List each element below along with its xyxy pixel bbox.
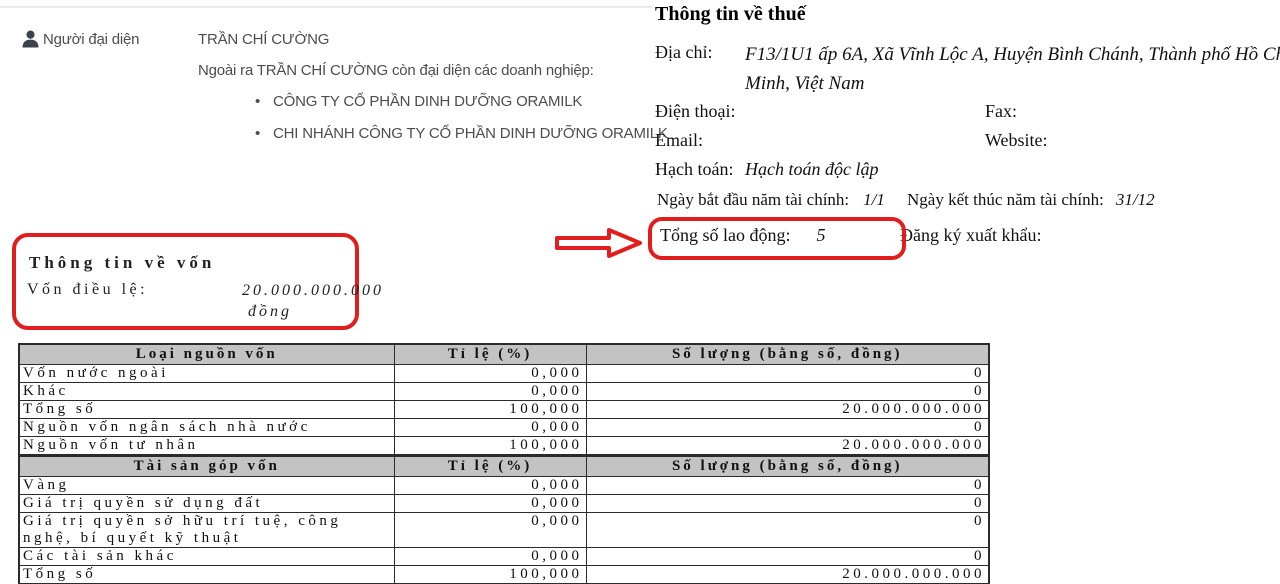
- table-cell: 0,000: [393, 547, 587, 566]
- table-row: Các tài sản khác 0,000 0: [18, 547, 990, 566]
- table-cell: 0: [585, 494, 990, 513]
- table-row: Vốn nước ngoài 0,000 0: [18, 364, 990, 383]
- address-line: Minh, Việt Nam: [745, 73, 865, 94]
- table-cell: Giá trị quyền sở hữu trí tuệ, công nghệ,…: [18, 512, 395, 548]
- fiscal-year-end: Ngày kết thúc năm tài chính: 31/12: [907, 190, 1155, 210]
- table-cell: Các tài sản khác: [18, 547, 395, 566]
- person-icon: [22, 30, 39, 48]
- phone-label: Điện thoại:: [655, 101, 736, 121]
- table-cell: 0,000: [393, 418, 587, 437]
- table-cell: Nguồn vốn tư nhân: [18, 436, 395, 456]
- website-label: Website:: [985, 130, 1048, 150]
- table-cell: 0,000: [393, 382, 587, 401]
- fax-label: Fax:: [985, 101, 1018, 121]
- table-header-row: Loại nguồn vốn Tỉ lệ (%) Số lượng (bằng …: [18, 343, 990, 365]
- fiscal-end-value: 31/12: [1115, 190, 1155, 209]
- related-company-item: CHI NHÁNH CÔNG TY CỔ PHẦN DINH DƯỠNG ORA…: [255, 125, 668, 142]
- table-header-row: Tài sản góp vốn Tỉ lệ (%) Số lượng (bằng…: [18, 455, 990, 477]
- table-cell: Tổng số: [18, 565, 395, 584]
- charter-capital-label: Vốn điều lệ:: [27, 281, 149, 298]
- table-row: Tổng số 100,000 20.000.000.000: [18, 400, 990, 419]
- employees-value: 5: [816, 225, 826, 245]
- table-cell: 20.000.000.000: [585, 436, 990, 456]
- representative-note: Ngoài ra TRẦN CHÍ CƯỜNG còn đại diện các…: [198, 62, 594, 79]
- column-header: Số lượng (bằng số, đồng): [585, 343, 990, 365]
- representative-label: Người đại diện: [43, 31, 140, 48]
- representative-name: TRẦN CHÍ CƯỜNG: [198, 31, 330, 48]
- table-row: Vàng 0,000 0: [18, 476, 990, 495]
- table-row: Nguồn vốn ngân sách nhà nước 0,000 0: [18, 418, 990, 437]
- table-cell: 0,000: [393, 512, 587, 548]
- table-cell: Vốn nước ngoài: [18, 364, 395, 383]
- tax-info-title: Thông tin về thuế: [655, 3, 806, 25]
- fiscal-end-label: Ngày kết thúc năm tài chính:: [907, 190, 1104, 209]
- table-cell: 20.000.000.000: [585, 565, 990, 584]
- related-company-name: CHI NHÁNH CÔNG TY CỔ PHẦN DINH DƯỠNG ORA…: [273, 125, 668, 142]
- highlight-box-employees: [648, 217, 906, 260]
- table-cell: 100,000: [393, 565, 587, 584]
- table-cell: 100,000: [393, 436, 587, 456]
- table-cell: Tổng số: [18, 400, 395, 419]
- highlight-box-capital: [12, 233, 359, 330]
- fiscal-start-label: Ngày bắt đầu năm tài chính:: [657, 190, 850, 209]
- related-company-item: CÔNG TY CỔ PHẦN DINH DƯỠNG ORAMILK: [255, 93, 582, 110]
- charter-capital-amount: 20.000.000.000: [242, 282, 384, 299]
- table-cell: 0: [585, 382, 990, 401]
- address-line: F13/1U1 ấp 6A, Xã Vĩnh Lộc A, Huyện Bình…: [745, 44, 1280, 65]
- column-header: Loại nguồn vốn: [18, 343, 395, 365]
- column-header: Tỉ lệ (%): [393, 343, 587, 365]
- column-header: Tài sản góp vốn: [18, 455, 395, 477]
- accounting-label: Hạch toán:: [655, 159, 734, 179]
- table-cell: 0: [585, 512, 990, 548]
- charter-capital-value: 20.000.000.000 đồng: [242, 280, 384, 322]
- table-cell: 0,000: [393, 494, 587, 513]
- table-row: Nguồn vốn tư nhân 100,000 20.000.000.000: [18, 436, 990, 456]
- arrow-icon: [554, 226, 644, 260]
- table-cell: 100,000: [393, 400, 587, 419]
- related-company-name: CÔNG TY CỔ PHẦN DINH DƯỠNG ORAMILK: [273, 93, 583, 110]
- employees-label: Tổng số lao động:: [660, 225, 791, 245]
- table-cell: 0,000: [393, 476, 587, 495]
- table-cell: 0,000: [393, 364, 587, 383]
- table-cell: 0: [585, 476, 990, 495]
- accounting-value: Hạch toán độc lập: [745, 159, 879, 179]
- table-cell: Nguồn vốn ngân sách nhà nước: [18, 418, 395, 437]
- column-header: Số lượng (bằng số, đồng): [585, 455, 990, 477]
- table-cell: Giá trị quyền sử dụng đất: [18, 494, 395, 513]
- table-cell: 0: [585, 418, 990, 437]
- table-cell: 0: [585, 364, 990, 383]
- table-row: Tổng số 100,000 20.000.000.000: [18, 565, 990, 584]
- table-row: Giá trị quyền sử dụng đất 0,000 0: [18, 494, 990, 513]
- address-value: F13/1U1 ấp 6A, Xã Vĩnh Lộc A, Huyện Bình…: [745, 40, 1280, 98]
- column-header: Tỉ lệ (%): [393, 455, 587, 477]
- table-cell: 0: [585, 547, 990, 566]
- charter-capital-unit: đồng: [248, 303, 292, 320]
- export-registration-label: Đăng ký xuất khẩu:: [900, 225, 1042, 245]
- email-label: Email:: [655, 130, 703, 150]
- capital-info-title: Thông tin về vốn: [29, 253, 216, 272]
- total-employees: Tổng số lao động: 5: [660, 225, 826, 246]
- table-row: Khác 0,000 0: [18, 382, 990, 401]
- capital-source-table: Loại nguồn vốn Tỉ lệ (%) Số lượng (bằng …: [18, 343, 990, 456]
- table-cell: Khác: [18, 382, 395, 401]
- table-row: Giá trị quyền sở hữu trí tuệ, công nghệ,…: [18, 512, 990, 548]
- table-cell: Vàng: [18, 476, 395, 495]
- asset-contribution-table: Tài sản góp vốn Tỉ lệ (%) Số lượng (bằng…: [18, 455, 990, 584]
- fiscal-start-value: 1/1: [863, 190, 885, 209]
- section-divider: [0, 6, 652, 8]
- fiscal-year-start: Ngày bắt đầu năm tài chính: 1/1: [657, 190, 885, 210]
- address-label: Địa chỉ:: [655, 42, 713, 62]
- table-cell: 20.000.000.000: [585, 400, 990, 419]
